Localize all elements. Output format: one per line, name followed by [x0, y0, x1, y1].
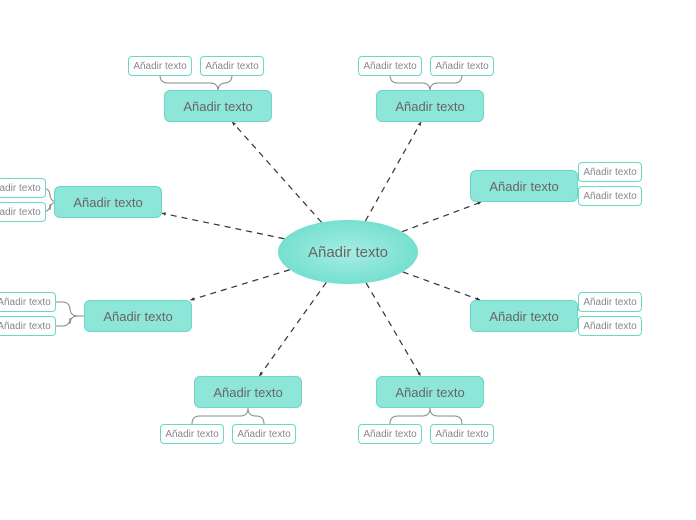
- leaf-node-5-1[interactable]: Añadir texto: [232, 424, 296, 444]
- leaf-node-4-0[interactable]: Añadir texto: [358, 424, 422, 444]
- leaf-node-6-1[interactable]: Añadir texto: [0, 316, 56, 336]
- leaf-node-3-1[interactable]: Añadir texto: [578, 316, 642, 336]
- branch-node-3[interactable]: Añadir texto: [470, 300, 578, 332]
- leaf-node-0-0-label: Añadir texto: [133, 61, 186, 72]
- leaf-node-6-0[interactable]: Añadir texto: [0, 292, 56, 312]
- leaf-node-1-0[interactable]: Añadir texto: [358, 56, 422, 76]
- branch-node-7-label: Añadir texto: [73, 195, 142, 210]
- branch-node-6-label: Añadir texto: [103, 309, 172, 324]
- leaf-node-1-1[interactable]: Añadir texto: [430, 56, 494, 76]
- branch-node-5-label: Añadir texto: [213, 385, 282, 400]
- branch-node-2[interactable]: Añadir texto: [470, 170, 578, 202]
- leaf-node-0-1[interactable]: Añadir texto: [200, 56, 264, 76]
- branch-node-3-label: Añadir texto: [489, 309, 558, 324]
- leaf-node-1-1-label: Añadir texto: [435, 61, 488, 72]
- branch-node-4[interactable]: Añadir texto: [376, 376, 484, 408]
- branch-node-0[interactable]: Añadir texto: [164, 90, 272, 122]
- leaf-node-7-0-label: Añadir texto: [0, 183, 41, 194]
- leaf-node-5-0-label: Añadir texto: [165, 429, 218, 440]
- leaf-node-0-0[interactable]: Añadir texto: [128, 56, 192, 76]
- branch-node-1[interactable]: Añadir texto: [376, 90, 484, 122]
- leaf-node-0-1-label: Añadir texto: [205, 61, 258, 72]
- leaf-node-7-1[interactable]: Añadir texto: [0, 202, 46, 222]
- leaf-node-6-1-label: Añadir texto: [0, 321, 51, 332]
- leaf-node-4-1-label: Añadir texto: [435, 429, 488, 440]
- leaf-node-7-0[interactable]: Añadir texto: [0, 178, 46, 198]
- leaf-node-2-1[interactable]: Añadir texto: [578, 186, 642, 206]
- leaf-node-3-0[interactable]: Añadir texto: [578, 292, 642, 312]
- branch-node-5[interactable]: Añadir texto: [194, 376, 302, 408]
- center-node-label: Añadir texto: [308, 244, 388, 261]
- leaf-node-2-0[interactable]: Añadir texto: [578, 162, 642, 182]
- branch-node-4-label: Añadir texto: [395, 385, 464, 400]
- branch-node-7[interactable]: Añadir texto: [54, 186, 162, 218]
- leaf-node-1-0-label: Añadir texto: [363, 61, 416, 72]
- leaf-node-3-0-label: Añadir texto: [583, 297, 636, 308]
- branch-node-6[interactable]: Añadir texto: [84, 300, 192, 332]
- leaf-node-7-1-label: Añadir texto: [0, 207, 41, 218]
- leaf-node-5-1-label: Añadir texto: [237, 429, 290, 440]
- leaf-node-4-1[interactable]: Añadir texto: [430, 424, 494, 444]
- leaf-node-2-1-label: Añadir texto: [583, 191, 636, 202]
- branch-node-1-label: Añadir texto: [395, 99, 464, 114]
- leaf-node-6-0-label: Añadir texto: [0, 297, 51, 308]
- center-node[interactable]: Añadir texto: [278, 220, 418, 284]
- branch-node-2-label: Añadir texto: [489, 179, 558, 194]
- leaf-node-2-0-label: Añadir texto: [583, 167, 636, 178]
- leaf-node-3-1-label: Añadir texto: [583, 321, 636, 332]
- leaf-node-5-0[interactable]: Añadir texto: [160, 424, 224, 444]
- leaf-node-4-0-label: Añadir texto: [363, 429, 416, 440]
- branch-node-0-label: Añadir texto: [183, 99, 252, 114]
- mindmap-canvas: Añadir texto Añadir texto Añadir texto Añad…: [0, 0, 696, 520]
